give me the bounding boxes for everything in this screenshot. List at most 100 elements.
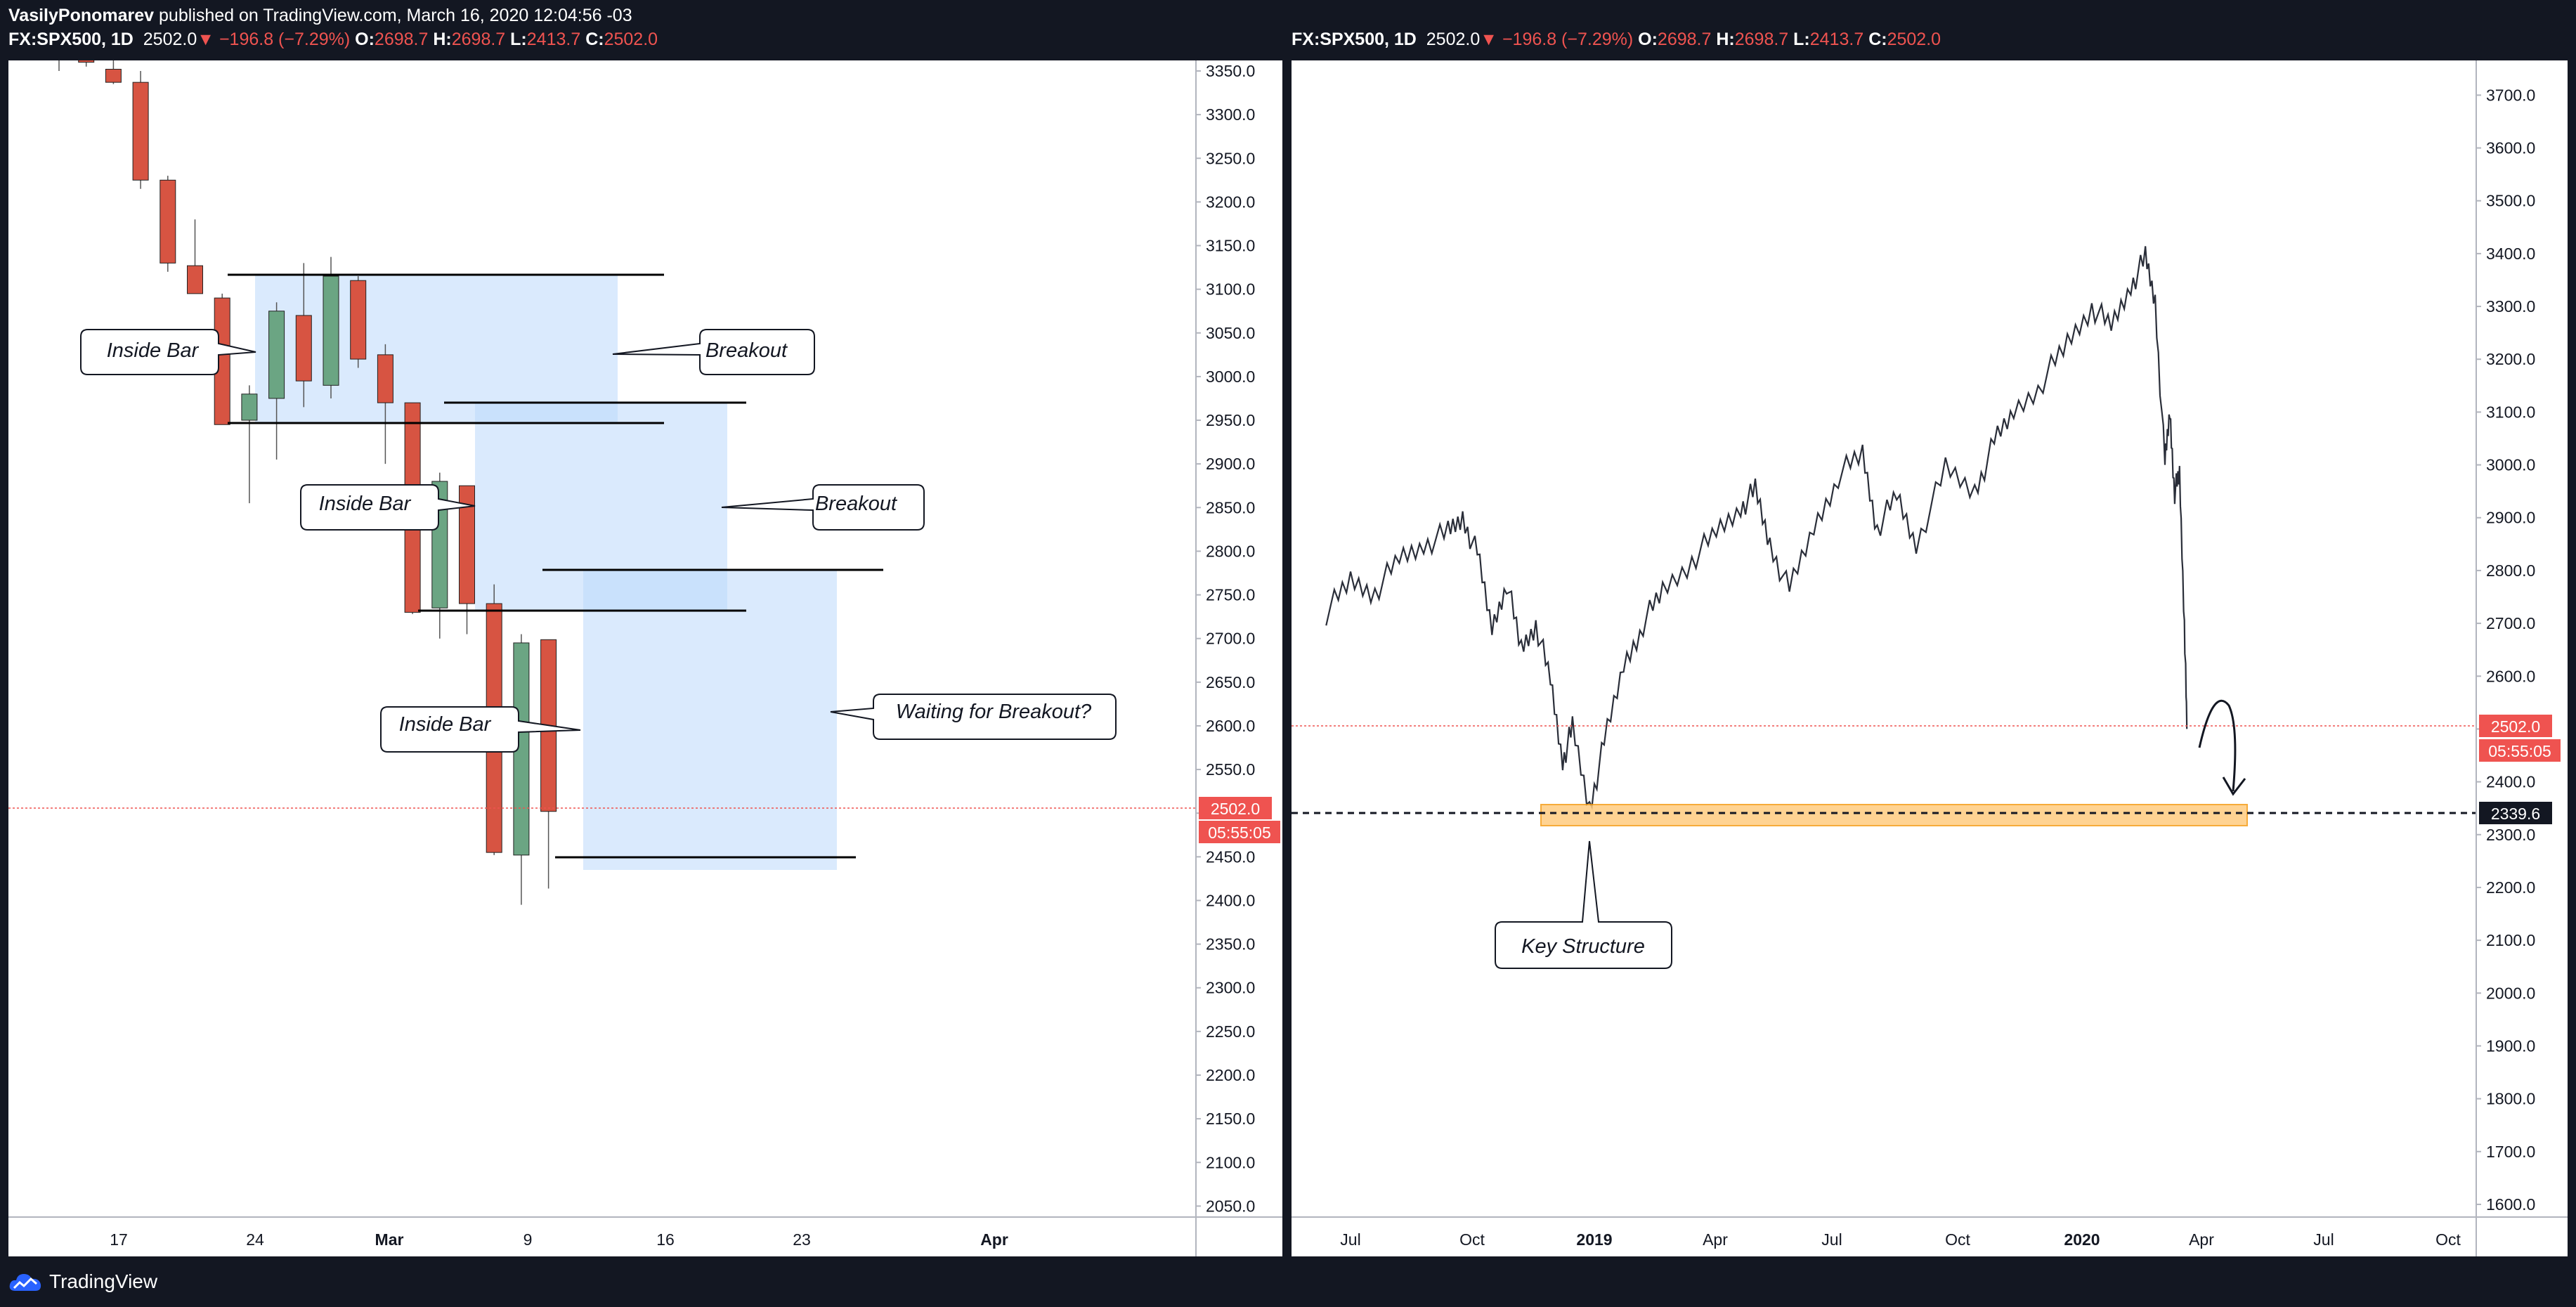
left-last-price: 2502.0 — [143, 30, 197, 49]
time-tick-label: Apr — [1703, 1230, 1728, 1249]
left-price-badge — [1199, 797, 1272, 819]
range-box[interactable] — [583, 570, 837, 870]
price-tick-label: 3050.0 — [1206, 324, 1255, 342]
right-price-axis[interactable]: 3700.0 3600.0 3500.0 3400.0 3300.0 3200.0 3100… — [2476, 86, 2535, 1214]
candle — [377, 344, 393, 464]
price-tick-label: 2900.0 — [1206, 455, 1255, 473]
left-price-axis[interactable]: 3350.0 3300.0 3250.0 3200.0 3150.0 3100.0 3050… — [1196, 62, 1255, 1215]
callout-box[interactable] — [612, 329, 815, 375]
inside-bar-label: Inside Bar — [107, 339, 200, 362]
price-tick-label: 1700.0 — [2486, 1143, 2535, 1161]
price-tick-label: 2950.0 — [1206, 411, 1255, 429]
price-tick-label: 2750.0 — [1206, 586, 1255, 604]
time-tick-label: Jul — [2313, 1230, 2334, 1249]
inside-bar-label: Inside Bar — [319, 493, 412, 515]
price-line — [1325, 246, 2188, 810]
time-tick-label: Apr — [980, 1230, 1008, 1249]
author-name[interactable]: VasilyPonomarev — [8, 6, 155, 25]
time-tick-label: Oct — [1459, 1230, 1485, 1249]
left-annotation-shapes[interactable] — [255, 275, 837, 870]
price-tick-label: 2400.0 — [1206, 891, 1255, 909]
price-tick-label: 2550.0 — [1206, 760, 1255, 779]
time-tick-label: Apr — [2189, 1230, 2214, 1249]
breakout-label: Breakout — [705, 339, 788, 362]
left-level-lines[interactable] — [228, 273, 883, 859]
price-tick-label: 2150.0 — [1206, 1110, 1255, 1128]
candle — [295, 263, 312, 408]
price-tick-label: 2300.0 — [2486, 826, 2535, 844]
arrow-head-icon — [2222, 776, 2246, 796]
right-symbol[interactable]: FX:SPX500, 1D — [1292, 30, 1417, 49]
low-label: L: — [510, 30, 527, 49]
range-box[interactable] — [255, 275, 618, 423]
callout-box[interactable] — [80, 329, 256, 375]
price-tick-label: 3500.0 — [2486, 192, 2535, 210]
price-tick-label: 3150.0 — [1206, 237, 1255, 255]
price-tick-label: 3300.0 — [2486, 297, 2535, 316]
time-tick-label: Jul — [1340, 1230, 1360, 1249]
candle — [187, 219, 203, 294]
price-tick-label: 2200.0 — [2486, 878, 2535, 897]
right-price-series — [1325, 246, 2188, 810]
tradingview-brand: TradingView — [49, 1270, 158, 1292]
candle-body — [268, 311, 285, 399]
candle-body — [187, 265, 203, 294]
right-price-badge — [2479, 715, 2552, 737]
callout-box[interactable] — [830, 694, 1117, 740]
price-tick-label: 2250.0 — [1206, 1022, 1255, 1041]
published-text: published on TradingView.com, March 16, … — [159, 6, 632, 25]
price-tick-label: 3700.0 — [2486, 86, 2535, 104]
left-symbol[interactable]: FX:SPX500, 1D — [8, 30, 134, 49]
price-tick-label: 2300.0 — [1206, 979, 1255, 997]
callout-box[interactable] — [300, 484, 476, 531]
candle-body — [350, 280, 367, 360]
price-tick-label: 2100.0 — [2486, 931, 2535, 949]
left-time-axis[interactable]: 17 24 Mar 9 16 23 Apr — [110, 1230, 1008, 1249]
price-tick-label: 2600.0 — [1206, 717, 1255, 735]
callout-box[interactable] — [380, 706, 581, 753]
price-tick-label: 1900.0 — [2486, 1036, 2535, 1055]
right-change: −196.8 (−7.29%) — [1502, 30, 1634, 49]
candle-body — [105, 69, 122, 83]
footer-bar: TradingView — [0, 1258, 2576, 1307]
price-tick-label: 3000.0 — [1206, 368, 1255, 386]
candle — [323, 256, 339, 398]
price-tick-label: 3600.0 — [2486, 139, 2535, 157]
candle — [350, 276, 367, 368]
right-symbol-line: FX:SPX500, 1D 2502.0▼ −196.8 (−7.29%) O:… — [1292, 30, 1941, 50]
right-countdown-text: 05:55:05 — [2488, 742, 2551, 760]
open-label: O: — [355, 30, 375, 49]
price-tick-label: 2700.0 — [2486, 614, 2535, 632]
price-tick-label: 3000.0 — [2486, 456, 2535, 474]
left-chart-panel[interactable]: Inside Bar Breakout Inside Bar Breakout … — [8, 60, 1282, 1256]
high-label: H: — [433, 30, 452, 49]
price-tick-label: 3300.0 — [1206, 105, 1255, 124]
price-tick-label: 2450.0 — [1206, 847, 1255, 866]
high-label: H: — [1716, 30, 1735, 49]
left-change: −196.8 (−7.29%) — [219, 30, 351, 49]
right-countdown-badge — [2479, 739, 2561, 762]
curved-arrow-icon[interactable] — [2198, 699, 2237, 792]
key-level-badge-text: 2339.6 — [2491, 805, 2540, 823]
left-low: 2413.7 — [526, 30, 581, 49]
candle-body — [132, 82, 149, 181]
price-tick-label: 1800.0 — [2486, 1090, 2535, 1108]
tradingview-logo[interactable]: TradingView — [8, 1268, 157, 1296]
down-arrow-icon: ▼ — [1480, 30, 1497, 49]
candle-body — [459, 485, 475, 604]
down-arrow-icon: ▼ — [197, 30, 214, 49]
cloud-logo-icon — [9, 1274, 41, 1291]
right-chart-panel[interactable]: Key Structure 3700.0 3600.0 3500.0 3400.0 33… — [1292, 60, 2568, 1256]
key-structure-callout[interactable] — [1495, 840, 1672, 969]
right-time-axis[interactable]: Jul Oct 2019 Apr Jul Oct 2020 Apr Jul Oct — [1340, 1230, 2461, 1249]
left-callouts[interactable] — [80, 329, 1117, 753]
waiting-breakout-label: Waiting for Breakout? — [896, 701, 1092, 723]
right-low: 2413.7 — [1809, 30, 1864, 49]
candle-body — [377, 354, 393, 403]
callout-box[interactable] — [721, 484, 925, 531]
time-tick-label: Oct — [2435, 1230, 2461, 1249]
key-structure-zone[interactable] — [1540, 804, 2248, 826]
candle — [241, 385, 258, 504]
candle — [58, 60, 60, 71]
price-tick-label: 2400.0 — [2486, 773, 2535, 791]
